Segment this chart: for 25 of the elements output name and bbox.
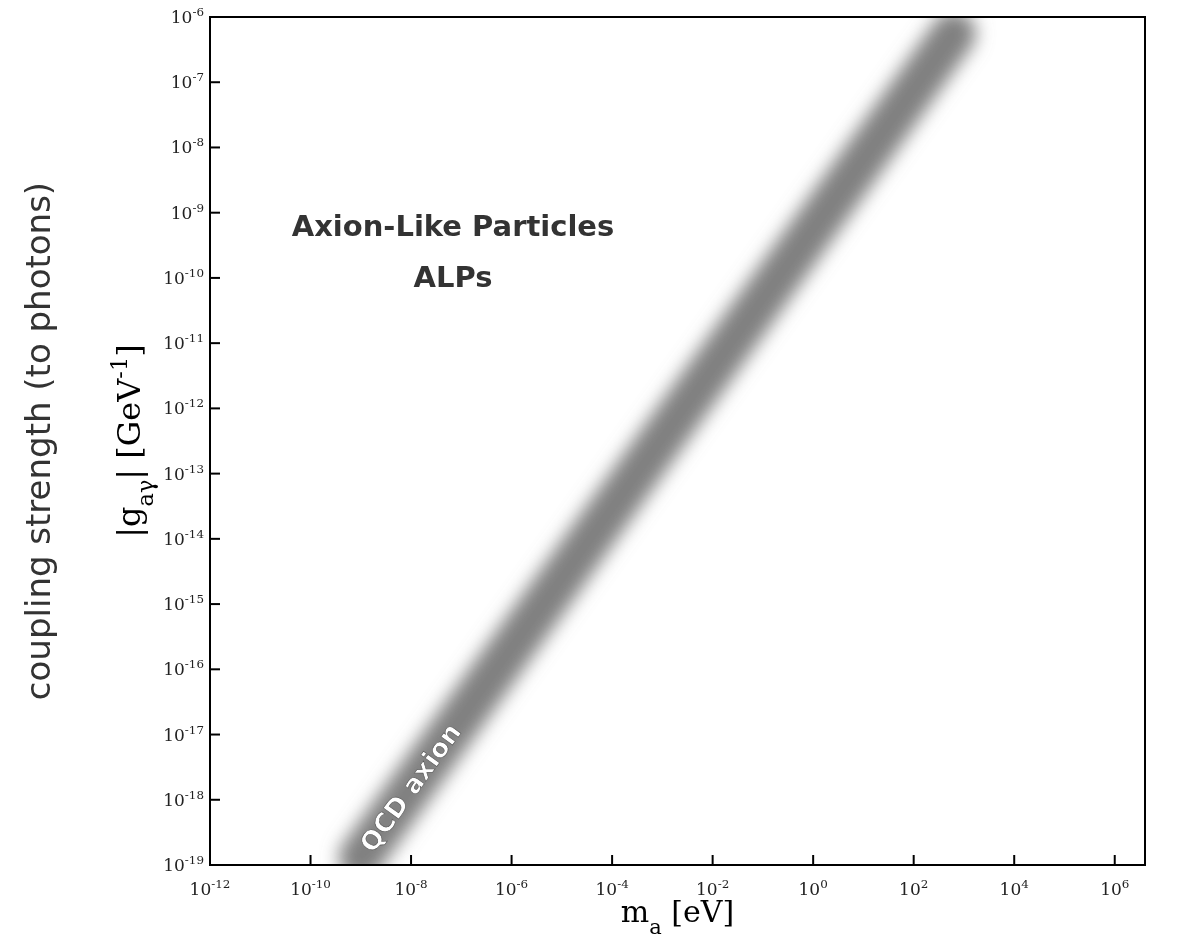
y-tick-label: 10$^{-12}$	[163, 396, 204, 419]
y-tick-label: 10$^{-9}$	[170, 200, 204, 223]
y-tick-label: 10$^{-11}$	[163, 331, 204, 354]
x-tick-label: 10$^{-10}$	[290, 877, 331, 899]
y-tick-label: 10$^{-8}$	[170, 135, 204, 158]
y-tick-label: 10$^{-19}$	[163, 853, 204, 875]
y-tick-label: 10$^{-6}$	[170, 5, 204, 27]
x-tick-label: 10$^{-6}$	[494, 877, 529, 899]
y-tick-label: 10$^{-18}$	[163, 787, 204, 810]
y-tick-label: 10$^{-14}$	[163, 526, 204, 549]
x-tick-label: 10$^{-8}$	[394, 877, 428, 899]
x-tick-label: 10$^{6}$	[1100, 877, 1130, 899]
y-tick-label: 10$^{-7}$	[170, 70, 204, 93]
y-tick-label: 10$^{-15}$	[163, 592, 204, 615]
y-tick-label: 10$^{-16}$	[163, 657, 204, 680]
x-tick-label: 10$^{0}$	[798, 877, 828, 899]
x-tick-label: 10$^{4}$	[999, 877, 1029, 899]
x-tick-label: 10$^{2}$	[899, 877, 929, 899]
y-tick-label: 10$^{-13}$	[163, 461, 204, 484]
y-tick-label: 10$^{-10}$	[163, 265, 204, 288]
text: coupling strength (to photons)	[18, 181, 58, 701]
annotation: Axion-Like Particles	[291, 209, 615, 243]
y-tick-label: 10$^{-17}$	[163, 722, 204, 745]
x-tick-label: 10$^{-12}$	[189, 877, 231, 899]
annotation: ALPs	[413, 260, 493, 294]
